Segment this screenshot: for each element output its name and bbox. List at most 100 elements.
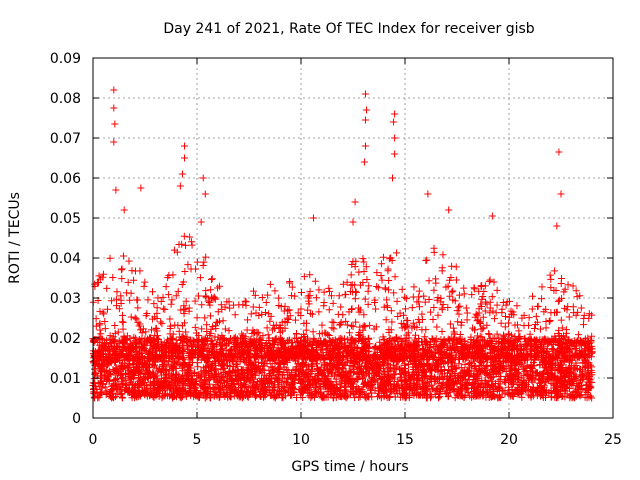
data-point xyxy=(149,368,157,376)
data-point xyxy=(532,343,540,351)
data-point xyxy=(106,254,114,262)
data-point xyxy=(96,379,104,387)
data-point xyxy=(201,381,209,389)
data-point xyxy=(386,392,394,400)
data-point xyxy=(364,378,372,386)
data-point xyxy=(124,388,132,396)
data-point xyxy=(333,360,341,368)
data-point xyxy=(449,287,457,295)
data-point xyxy=(340,343,348,351)
data-point xyxy=(588,332,596,340)
data-point xyxy=(575,331,583,339)
data-point xyxy=(111,322,119,330)
data-point xyxy=(448,368,456,376)
data-point xyxy=(501,390,509,398)
data-point xyxy=(112,295,120,303)
data-point xyxy=(459,373,467,381)
data-point xyxy=(226,304,234,312)
data-point xyxy=(202,253,210,261)
data-point xyxy=(555,364,563,372)
data-point xyxy=(385,277,393,285)
data-point xyxy=(546,271,554,279)
data-point xyxy=(247,310,255,318)
data-point xyxy=(275,360,283,368)
data-point xyxy=(509,342,517,350)
data-point xyxy=(114,369,122,377)
data-point xyxy=(249,383,257,391)
data-point xyxy=(335,292,343,300)
data-point xyxy=(208,275,216,283)
data-point xyxy=(245,384,253,392)
data-point xyxy=(519,380,527,388)
data-point xyxy=(530,362,538,370)
data-point xyxy=(170,358,178,366)
data-point xyxy=(407,384,415,392)
data-point xyxy=(391,370,399,378)
data-point xyxy=(554,366,562,374)
data-point xyxy=(435,390,443,398)
data-point xyxy=(118,265,126,273)
data-point xyxy=(273,375,281,383)
data-point xyxy=(274,383,282,391)
data-point xyxy=(561,370,569,378)
data-point xyxy=(201,376,209,384)
data-point xyxy=(419,383,427,391)
data-point xyxy=(351,377,359,385)
data-point xyxy=(221,325,229,333)
data-point xyxy=(379,362,387,370)
data-point xyxy=(365,369,373,377)
data-point xyxy=(529,392,537,400)
data-point xyxy=(166,391,174,399)
data-point xyxy=(445,367,453,375)
data-point xyxy=(585,375,593,383)
data-point xyxy=(384,372,392,380)
data-point xyxy=(209,384,217,392)
data-point xyxy=(572,387,580,395)
data-point xyxy=(159,361,167,369)
data-point xyxy=(418,384,426,392)
data-point xyxy=(342,291,350,299)
data-point xyxy=(518,393,526,401)
data-point xyxy=(249,303,257,311)
data-point xyxy=(479,387,487,395)
data-point xyxy=(136,377,144,385)
data-point xyxy=(563,390,571,398)
data-point xyxy=(101,325,109,333)
data-point xyxy=(559,392,567,400)
data-point xyxy=(357,367,365,375)
data-point xyxy=(355,268,363,276)
data-points xyxy=(89,86,596,402)
data-point xyxy=(569,364,577,372)
data-point xyxy=(483,370,491,378)
data-point xyxy=(455,291,463,299)
data-point xyxy=(509,358,517,366)
data-point xyxy=(285,385,293,393)
data-point xyxy=(569,282,577,290)
data-point xyxy=(547,275,555,283)
data-point xyxy=(498,305,506,313)
data-point xyxy=(470,326,478,334)
data-point xyxy=(542,324,550,332)
data-point xyxy=(455,375,463,383)
data-point xyxy=(543,368,551,376)
data-point xyxy=(493,286,501,294)
data-point xyxy=(210,392,218,400)
data-point xyxy=(191,368,199,376)
data-point xyxy=(196,374,204,382)
data-point xyxy=(177,361,185,369)
data-point xyxy=(230,301,238,309)
data-point xyxy=(295,366,303,374)
data-point xyxy=(548,345,556,353)
data-point xyxy=(502,362,510,370)
data-point xyxy=(118,318,126,326)
data-point xyxy=(308,367,316,375)
data-point xyxy=(456,372,464,380)
data-point xyxy=(251,291,259,299)
data-point xyxy=(397,335,405,343)
data-point xyxy=(347,368,355,376)
data-point xyxy=(438,328,446,336)
data-point xyxy=(490,392,498,400)
data-point xyxy=(579,359,587,367)
data-point xyxy=(96,326,104,334)
data-point xyxy=(266,317,274,325)
